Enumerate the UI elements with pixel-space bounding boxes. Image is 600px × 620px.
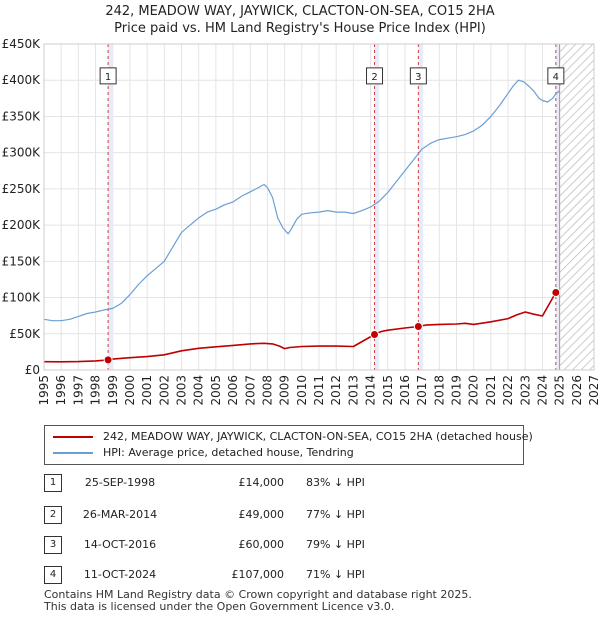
x-tick-label: 1998 — [89, 375, 103, 406]
x-tick-label: 2016 — [398, 375, 412, 406]
sale-2-label: 2 — [371, 72, 377, 83]
sale-3-label-box — [409, 67, 427, 85]
x-tick-label: 2005 — [209, 375, 223, 406]
x-tick-label: 2024 — [535, 375, 549, 406]
sale-1-label: 1 — [105, 72, 111, 83]
x-tick-label: 2015 — [381, 375, 395, 406]
x-tick-label: 1995 — [37, 375, 51, 406]
sale-4-label: 4 — [553, 72, 559, 83]
y-tick-label: £250K — [2, 182, 42, 196]
transaction-hpi-diff: 79% ↓ HPI — [306, 538, 365, 551]
property-series-line — [43, 290, 561, 363]
sale-1-label-box — [99, 67, 117, 85]
transaction-hpi-diff: 83% ↓ HPI — [306, 476, 365, 489]
y-tick-label: £400K — [2, 73, 42, 87]
transaction-date: 14-OCT-2016 — [83, 538, 157, 551]
sale-highlight-band — [108, 44, 113, 370]
x-tick-label: 2000 — [123, 375, 137, 406]
chart-subtitle: Price paid vs. HM Land Registry's House … — [114, 21, 486, 36]
y-tick-label: £450K — [2, 37, 42, 51]
y-tick-label: £300K — [2, 146, 42, 160]
x-tick-label: 2007 — [243, 375, 257, 406]
x-tick-label: 2006 — [226, 375, 240, 406]
transaction-number: 3 — [44, 536, 62, 554]
table-row: 3 14-OCT-2016 £60,000 79% ↓ HPI — [44, 536, 564, 554]
transaction-hpi-diff: 77% ↓ HPI — [306, 508, 365, 521]
transaction-price: £107,000 — [231, 568, 285, 581]
sale-4-point — [551, 287, 561, 297]
y-tick-label: £200K — [2, 218, 42, 232]
footer-copyright: Contains HM Land Registry data © Crown c… — [44, 588, 472, 601]
x-tick-label: 2010 — [295, 375, 309, 406]
sale-3-label: 3 — [415, 72, 421, 83]
transaction-number: 2 — [44, 506, 62, 524]
x-tick-label: 2026 — [570, 375, 584, 406]
transaction-price: £14,000 — [238, 476, 285, 489]
y-tick-label: £100K — [2, 291, 42, 305]
x-tick-label: 1999 — [106, 375, 120, 406]
x-tick-label: 1996 — [54, 375, 68, 406]
sale-highlight-band — [418, 44, 423, 370]
chart-title: 242, MEADOW WAY, JAYWICK, CLACTON-ON-SEA… — [105, 4, 495, 19]
transaction-date: 26-MAR-2014 — [82, 508, 158, 521]
plot-border — [43, 43, 595, 371]
legend-swatch-hpi — [53, 452, 93, 454]
x-tick-label: 2017 — [415, 375, 429, 406]
sale-2-label-box — [366, 67, 384, 85]
price-chart: 1 2 3 4 £0 £50K £100K £150K £200K £250K £300K £350… — [2, 37, 600, 406]
sale-3-point — [413, 322, 423, 332]
x-tick-label: 2022 — [501, 375, 515, 406]
legend-label-hpi: HPI: Average price, detached house, Tend… — [103, 446, 354, 459]
x-tick-label: 2019 — [450, 375, 464, 406]
y-tick-label: £350K — [2, 109, 42, 123]
footer-licence: This data is licensed under the Open Gov… — [44, 600, 395, 613]
x-tick-label: 2027 — [587, 375, 600, 406]
transaction-date: 11-OCT-2024 — [83, 568, 157, 581]
transaction-price: £60,000 — [238, 538, 285, 551]
y-tick-label: £150K — [2, 254, 42, 268]
transaction-number: 1 — [44, 474, 62, 492]
x-tick-label: 2004 — [192, 375, 206, 406]
x-tick-label: 2018 — [432, 375, 446, 406]
x-tick-label: 2021 — [484, 375, 498, 406]
sale-1-point — [103, 355, 113, 365]
x-tick-label: 2014 — [364, 375, 378, 406]
table-row: 4 11-OCT-2024 £107,000 71% ↓ HPI — [44, 566, 564, 584]
sale-highlight-band — [374, 44, 380, 370]
y-tick-label: £50K — [9, 327, 41, 341]
transaction-hpi-diff: 71% ↓ HPI — [306, 568, 365, 581]
footer: Contains HM Land Registry data © Crown c… — [44, 589, 472, 613]
transaction-price: £49,000 — [238, 508, 285, 521]
table-row: 2 26-MAR-2014 £49,000 77% ↓ HPI — [44, 506, 564, 524]
x-tick-label: 1997 — [71, 375, 85, 406]
x-tick-label: 2001 — [140, 375, 154, 406]
legend: 242, MEADOW WAY, JAYWICK, CLACTON-ON-SEA… — [44, 425, 533, 465]
x-tick-label: 2009 — [278, 375, 292, 406]
x-tick-label: 2011 — [312, 375, 326, 406]
x-tick-label: 2012 — [329, 375, 343, 406]
x-tick-label: 2020 — [467, 375, 481, 406]
transaction-number: 4 — [44, 566, 62, 584]
legend-label-property: 242, MEADOW WAY, JAYWICK, CLACTON-ON-SEA… — [103, 430, 533, 443]
hpi-series-line — [43, 79, 560, 322]
sale-4-label-box — [547, 67, 565, 85]
sale-highlight-band — [555, 44, 561, 370]
x-tick-label: 2008 — [260, 375, 274, 406]
sale-2-point — [370, 330, 380, 340]
x-tick-label: 2003 — [175, 375, 189, 406]
transaction-date: 25-SEP-1998 — [84, 476, 156, 489]
forecast-region — [559, 44, 594, 370]
x-tick-label: 2002 — [157, 375, 171, 406]
table-row: 1 25-SEP-1998 £14,000 83% ↓ HPI — [44, 474, 564, 492]
x-tick-label: 2025 — [553, 375, 567, 406]
legend-swatch-property — [53, 436, 93, 438]
x-tick-label: 2023 — [518, 375, 532, 406]
y-tick-label: £0 — [25, 363, 40, 377]
x-tick-label: 2013 — [346, 375, 360, 406]
